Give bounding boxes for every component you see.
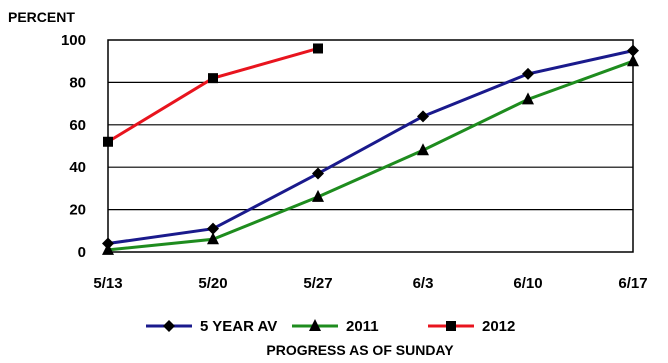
y-tick-label-40: 40 xyxy=(69,159,86,176)
legend: 5 YEAR AV 2011 2012 xyxy=(146,318,515,335)
data-point-2-2 xyxy=(313,43,323,54)
data-point-1-4 xyxy=(522,92,534,105)
y-axis-ticks: 0 20 40 60 80 100 xyxy=(61,32,86,261)
data-point-0-5 xyxy=(627,44,639,57)
data-point-1-5 xyxy=(627,54,639,67)
series-line-2 xyxy=(107,47,319,144)
y-tick-label-20: 20 xyxy=(69,202,86,219)
legend-marker-1 xyxy=(309,319,321,331)
data-point-0-4 xyxy=(522,67,534,80)
legend-marker-0 xyxy=(163,320,175,332)
x-axis-ticks: 5/13 5/20 5/27 6/3 6/10 6/17 xyxy=(93,275,647,292)
series-lines xyxy=(102,43,639,255)
series-line-0 xyxy=(107,49,634,246)
y-tick-label-60: 60 xyxy=(69,117,86,134)
gridlines xyxy=(108,81,633,211)
data-point-0-1 xyxy=(207,222,219,235)
legend-label-2: 2012 xyxy=(482,318,515,335)
data-point-0-3 xyxy=(417,110,429,123)
x-tick-label-5-20: 5/20 xyxy=(198,275,227,292)
legend-label-1: 2011 xyxy=(346,318,379,335)
x-axis-title: PROGRESS AS OF SUNDAY xyxy=(266,342,454,358)
y-tick-label-0: 0 xyxy=(78,244,86,261)
legend-marker-2 xyxy=(446,321,456,331)
x-tick-label-6-3: 6/3 xyxy=(413,275,434,292)
data-point-1-0 xyxy=(102,242,114,255)
data-point-2-0 xyxy=(103,136,113,147)
data-point-1-1 xyxy=(207,232,219,245)
series-1 xyxy=(102,54,639,255)
x-tick-label-6-10: 6/10 xyxy=(513,275,542,292)
y-axis-title: PERCENT xyxy=(8,9,75,25)
y-tick-label-80: 80 xyxy=(69,74,86,91)
data-point-0-2 xyxy=(312,167,324,180)
y-tick-label-100: 100 xyxy=(61,32,86,49)
data-point-1-2 xyxy=(312,189,324,202)
series-0 xyxy=(102,44,639,250)
data-point-2-1 xyxy=(208,73,218,84)
x-tick-label-5-13: 5/13 xyxy=(93,275,122,292)
x-tick-label-6-17: 6/17 xyxy=(618,275,647,292)
x-tick-label-5-27: 5/27 xyxy=(303,275,332,292)
series-2 xyxy=(103,43,323,147)
legend-label-0: 5 YEAR AV xyxy=(200,318,277,335)
series-line-1 xyxy=(107,59,634,252)
data-point-1-3 xyxy=(417,143,429,156)
